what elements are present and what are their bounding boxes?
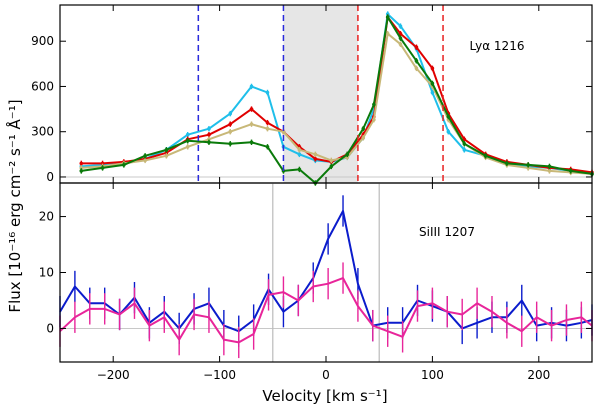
data-point-0-2-7 <box>228 129 233 134</box>
data-point-0-3-26 <box>547 164 552 169</box>
data-point-0-3-13 <box>329 164 334 169</box>
panel-annotation-1: SiIII 1207 <box>419 225 475 239</box>
data-point-0-3-22 <box>462 141 467 146</box>
data-point-0-3-6 <box>207 140 211 145</box>
data-point-0-2-19 <box>414 66 419 71</box>
data-point-0-2-0 <box>79 166 84 170</box>
data-point-0-3-23 <box>483 154 488 158</box>
data-point-0-3-25 <box>526 163 530 167</box>
y-tick-label-1-1: 10 <box>39 266 54 280</box>
x-tick-label-1: −100 <box>203 368 236 382</box>
series-1-0 <box>59 195 593 347</box>
data-point-0-3-18 <box>398 36 403 40</box>
x-tick-label-2: 0 <box>322 368 330 382</box>
data-point-0-3-8 <box>249 140 254 145</box>
y-tick-label-0-1: 300 <box>31 125 54 139</box>
data-point-0-0-6 <box>207 126 211 131</box>
bottom-panel: 0 10 20 −200 −100 0 100 200 SiIII 1207 <box>39 182 593 382</box>
data-point-0-1-20 <box>430 66 435 71</box>
data-point-0-2-5 <box>185 144 190 149</box>
data-point-0-2-12 <box>313 152 318 157</box>
data-point-0-1-18 <box>398 31 403 36</box>
data-point-0-3-16 <box>372 102 376 107</box>
data-point-0-3-14 <box>345 152 350 157</box>
panel-annotation-0: Lyα 1216 <box>470 39 525 53</box>
data-point-0-3-3 <box>143 154 147 158</box>
data-point-0-3-7 <box>228 141 233 146</box>
data-point-0-1-19 <box>414 45 419 50</box>
data-point-0-2-18 <box>398 42 403 47</box>
data-point-0-1-9 <box>265 120 270 125</box>
data-point-0-2-14 <box>345 155 350 160</box>
data-point-0-1-7 <box>228 122 233 126</box>
data-point-0-2-8 <box>249 122 254 126</box>
data-point-0-2-17 <box>385 31 390 36</box>
data-point-0-0-20 <box>430 90 435 95</box>
data-point-0-0-17 <box>385 12 390 16</box>
data-point-0-3-27 <box>568 169 573 173</box>
data-point-0-2-4 <box>164 154 169 158</box>
data-point-0-2-26 <box>547 169 552 173</box>
data-point-0-3-2 <box>122 163 126 167</box>
data-point-0-0-7 <box>228 111 233 116</box>
data-point-0-1-4 <box>164 151 169 155</box>
series-0-3 <box>79 14 594 186</box>
data-point-0-2-9 <box>265 126 270 131</box>
data-point-0-3-21 <box>446 114 451 119</box>
data-point-0-1-22 <box>462 137 467 142</box>
data-point-0-3-15 <box>361 126 366 131</box>
data-point-0-0-8 <box>249 84 254 89</box>
data-point-0-1-1 <box>100 161 105 166</box>
data-point-0-3-20 <box>430 81 435 86</box>
series-line-1-0 <box>59 210 593 333</box>
data-point-0-3-11 <box>297 167 302 172</box>
x-tick-label-0: −200 <box>97 368 130 382</box>
data-point-0-1-6 <box>207 132 211 137</box>
data-point-0-1-12 <box>313 157 318 161</box>
data-point-0-2-25 <box>526 166 530 170</box>
data-point-0-3-17 <box>385 15 390 19</box>
data-point-0-3-1 <box>100 166 105 170</box>
x-tick-label-3: 100 <box>421 368 444 382</box>
data-point-0-2-13 <box>329 158 334 163</box>
data-point-0-3-9 <box>265 144 270 149</box>
data-point-0-2-15 <box>361 135 366 140</box>
x-axis-label: Velocity [km s⁻¹] <box>262 387 387 405</box>
data-point-0-0-5 <box>185 132 190 137</box>
data-point-0-2-10 <box>281 129 286 134</box>
data-point-0-2-6 <box>207 137 211 142</box>
y-tick-label-1-0: 0 <box>46 321 54 335</box>
data-point-0-3-24 <box>505 161 509 166</box>
data-point-0-0-21 <box>446 129 451 134</box>
y-tick-label-1-2: 20 <box>39 210 54 224</box>
y-tick-label-0-2: 600 <box>31 79 54 93</box>
x-tick-label-4: 200 <box>527 368 550 382</box>
data-point-0-0-9 <box>265 90 270 95</box>
data-point-0-1-0 <box>79 161 84 166</box>
data-point-0-2-16 <box>372 117 376 122</box>
data-point-0-0-18 <box>398 24 403 28</box>
data-point-0-0-11 <box>297 152 302 157</box>
y-tick-label-0-0: 0 <box>46 170 54 184</box>
data-point-0-3-0 <box>79 169 84 173</box>
data-point-0-0-22 <box>462 148 467 152</box>
panel-frame-1 <box>59 182 593 363</box>
data-point-0-2-3 <box>143 158 147 163</box>
data-point-0-1-8 <box>249 107 254 111</box>
y-axis-label: Flux [10⁻¹⁶ erg cm⁻² s⁻¹ Å⁻¹] <box>5 99 24 312</box>
y-tick-label-0-3: 900 <box>31 34 54 48</box>
data-point-0-3-5 <box>185 138 190 143</box>
data-point-0-2-11 <box>297 148 302 152</box>
data-point-0-3-4 <box>164 148 169 152</box>
data-point-0-3-19 <box>414 59 419 63</box>
top-panel: 0 300 600 900 Lyα 1216 <box>31 4 594 186</box>
